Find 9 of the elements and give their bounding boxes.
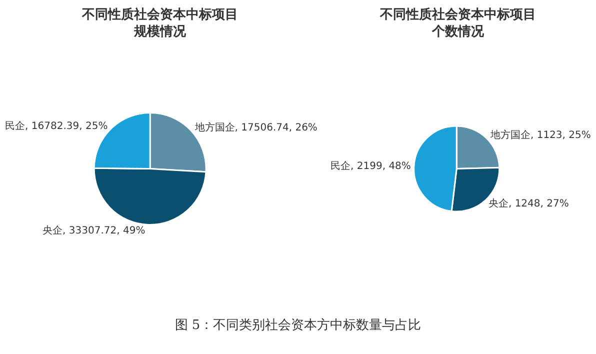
caption: 图 5：不同类别社会资本方中标数量与占比 xyxy=(174,317,422,334)
slice-label: 民企, 2199, 48% xyxy=(330,160,411,172)
slice-label: 央企, 33307.72, 49% xyxy=(42,224,146,237)
slice-label: 央企, 1248, 27% xyxy=(488,198,569,210)
chart-title: 不同性质社会资本中标项目规模情况 xyxy=(81,6,238,40)
slice-label: 地方国企, 17506.74, 26% xyxy=(194,121,318,134)
slice-label: 民企, 16782.39, 25% xyxy=(5,120,108,132)
slice-label: 地方国企, 1123, 25% xyxy=(489,129,591,142)
chart-title: 不同性质社会资本中标项目个数情况 xyxy=(379,6,536,40)
